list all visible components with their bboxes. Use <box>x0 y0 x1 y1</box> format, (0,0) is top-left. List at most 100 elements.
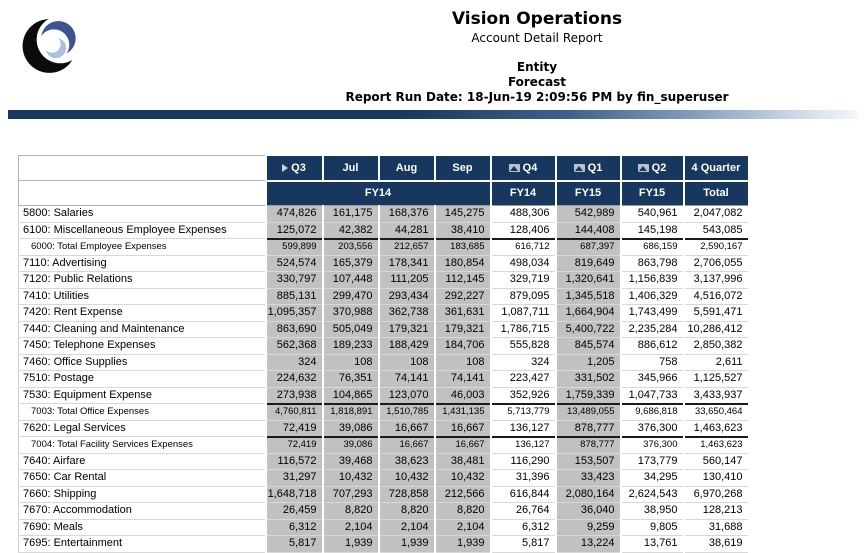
value-cell: 1,939 <box>321 535 379 553</box>
table-row: 7670: Accommodation 26,459 8,820 8,820 8,820… <box>18 502 748 520</box>
value-cell: 1,463,623 <box>682 420 748 437</box>
value-cell: 9,259 <box>554 519 621 536</box>
value-cell: 616,712 <box>489 237 556 256</box>
value-cell: 5,817 <box>264 535 323 553</box>
value-cell: 38,481 <box>433 453 491 470</box>
collapsed-marker-icon[interactable] <box>637 163 649 172</box>
table-row: 7530: Equipment Expense 273,938 104,865 123… <box>18 387 748 404</box>
collapsed-marker-icon[interactable] <box>508 163 520 172</box>
value-cell: 34,295 <box>619 469 684 487</box>
subheader-fy14: FY14 <box>489 180 556 206</box>
value-cell: 555,828 <box>489 337 556 355</box>
value-cell: 4,760,811 <box>264 402 323 421</box>
value-cell: 223,427 <box>489 370 556 388</box>
column-header-4-quarter[interactable]: 4 Quarter <box>682 155 748 182</box>
value-cell: 352,926 <box>489 387 556 404</box>
column-header-label: Q2 <box>651 161 667 174</box>
column-header-jul[interactable]: Jul <box>321 155 379 182</box>
expanded-marker-icon[interactable] <box>282 163 289 172</box>
value-cell: 39,086 <box>321 420 379 437</box>
value-cell: 1,648,718 <box>264 486 323 503</box>
column-header-label: 4 Quarter <box>691 161 741 174</box>
table-row: 7440: Cleaning and Maintenance 863,690 505… <box>18 321 748 338</box>
value-cell: 179,321 <box>377 321 435 338</box>
value-cell: 6,312 <box>264 519 323 536</box>
value-cell: 112,145 <box>433 271 491 289</box>
value-cell: 273,938 <box>264 387 323 404</box>
company-title: Vision Operations <box>451 9 623 29</box>
column-header-q4[interactable]: Q4 <box>489 155 556 182</box>
value-cell: 38,410 <box>433 222 491 239</box>
table-row: 7110: Advertising 524,574 165,379 178,341 18… <box>18 255 748 272</box>
value-cell: 188,429 <box>377 337 435 355</box>
table-row: 7640: Airfare 116,572 39,468 38,623 38,481 11… <box>18 453 748 470</box>
column-header-aug[interactable]: Aug <box>377 155 435 182</box>
value-cell: 1,345,518 <box>554 288 621 305</box>
value-cell: 2,235,284 <box>619 321 684 338</box>
value-cell: 42,382 <box>321 222 379 239</box>
table-row: 7420: Rent Expense 1,095,357 370,988 362,73… <box>18 304 748 322</box>
value-cell: 5,400,722 <box>554 321 621 338</box>
value-cell: 44,281 <box>377 222 435 239</box>
value-cell: 74,141 <box>433 370 491 388</box>
value-cell: 8,820 <box>321 502 379 520</box>
table-row: 7510: Postage 224,632 76,351 74,141 74,141 22… <box>18 370 748 388</box>
value-cell: 1,939 <box>433 535 491 553</box>
account-detail-table: Q3 Jul Aug Sep Q4 Q1 Q2 4 Quarter FY14 FY14 FY15 FY… <box>18 155 748 553</box>
value-cell: 1,510,785 <box>377 402 435 421</box>
value-cell: 108 <box>433 354 491 371</box>
row-label: 7120: Public Relations <box>18 271 266 289</box>
column-header-label: Q1 <box>587 161 603 174</box>
column-header-sep[interactable]: Sep <box>433 155 491 182</box>
value-cell: 145,275 <box>433 205 491 223</box>
value-cell: 26,764 <box>489 502 556 520</box>
value-cell: 8,820 <box>433 502 491 520</box>
report-meta: Entity Forecast Report Run Date: 18-Jun-… <box>206 61 868 104</box>
value-cell: 707,293 <box>321 486 379 503</box>
value-cell: 562,368 <box>264 337 323 355</box>
collapsed-marker-icon[interactable] <box>573 163 585 172</box>
value-cell: 2,611 <box>682 354 748 371</box>
value-cell: 331,502 <box>554 370 621 388</box>
row-label: 7110: Advertising <box>18 255 266 272</box>
value-cell: 33,650,464 <box>682 402 748 421</box>
value-cell: 31,297 <box>264 469 323 487</box>
value-cell: 299,470 <box>321 288 379 305</box>
value-cell: 329,719 <box>489 271 556 289</box>
value-cell: 292,227 <box>433 288 491 305</box>
value-cell: 1,431,135 <box>433 402 491 421</box>
value-cell: 161,175 <box>321 205 379 223</box>
value-cell: 6,312 <box>489 519 556 536</box>
value-cell: 189,233 <box>321 337 379 355</box>
value-cell: 2,850,382 <box>682 337 748 355</box>
value-cell: 524,574 <box>264 255 323 272</box>
value-cell: 76,351 <box>321 370 379 388</box>
value-cell: 540,961 <box>619 205 684 223</box>
table-row: 7410: Utilities 885,131 299,470 293,434 292,… <box>18 288 748 305</box>
value-cell: 13,224 <box>554 535 621 553</box>
row-label: 7460: Office Supplies <box>18 354 266 371</box>
value-cell: 10,432 <box>321 469 379 487</box>
value-cell: 72,419 <box>264 435 323 454</box>
table-row: 7650: Car Rental 31,297 10,432 10,432 10,432… <box>18 469 748 487</box>
value-cell: 1,463,623 <box>682 435 748 454</box>
row-label: 7620: Legal Services <box>18 420 266 437</box>
value-cell: 16,667 <box>433 435 491 454</box>
value-cell: 108 <box>377 354 435 371</box>
value-cell: 144,408 <box>554 222 621 239</box>
value-cell: 6,970,268 <box>682 486 748 503</box>
column-header-q2[interactable]: Q2 <box>619 155 684 182</box>
value-cell: 179,321 <box>433 321 491 338</box>
value-cell: 362,738 <box>377 304 435 322</box>
value-cell: 616,844 <box>489 486 556 503</box>
table-row: 7695: Entertainment 5,817 1,939 1,939 1,939 5… <box>18 535 748 553</box>
run-date-line: Report Run Date: 18-Jun-19 2:09:56 PM by… <box>345 89 729 104</box>
column-header-q3[interactable]: Q3 <box>264 155 323 182</box>
value-cell: 173,779 <box>619 453 684 470</box>
report-name: Account Detail Report <box>471 30 603 45</box>
value-cell: 165,379 <box>321 255 379 272</box>
value-cell: 38,619 <box>682 535 748 553</box>
column-header-label: Sep <box>452 161 473 174</box>
column-header-q1[interactable]: Q1 <box>554 155 621 182</box>
value-cell: 13,489,055 <box>554 402 621 421</box>
